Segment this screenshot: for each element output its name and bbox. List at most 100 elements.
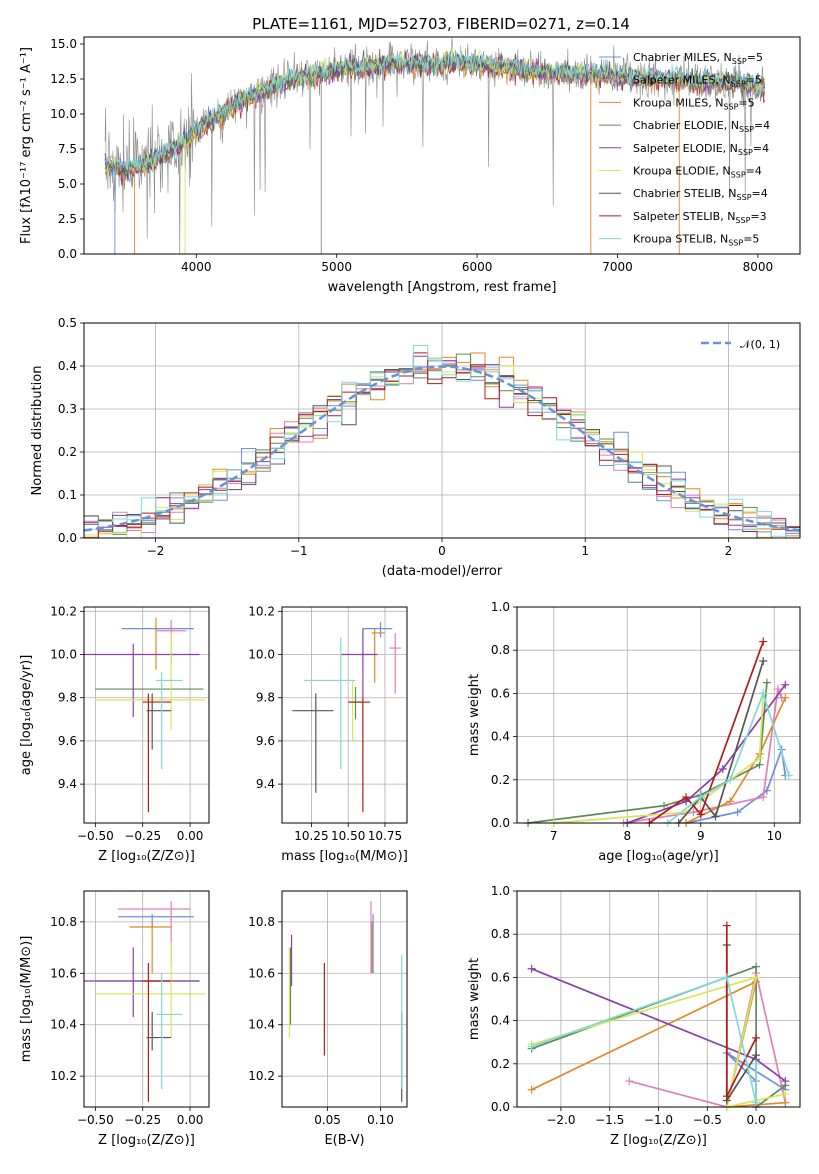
weight-marker — [527, 1085, 536, 1094]
x-tick-label: −0.25 — [124, 1113, 161, 1127]
grid-lines — [282, 607, 407, 823]
y-tick-label: 0.0 — [491, 816, 510, 830]
legend-text: =4 — [753, 142, 769, 155]
weight-line — [627, 684, 786, 824]
z-weight-panel: −2.0 −1.5 −1.0 −0.5 0.0 0.0 0.2 0.4 0.6 0.8 1.0 Z [… — [467, 884, 801, 1148]
x-tick-label: 1 — [581, 544, 589, 558]
weight-marker — [781, 1077, 790, 1086]
legend-entry: Chabrier ELODIE, NSSP=4 — [633, 119, 770, 134]
grid-lines — [517, 606, 800, 824]
y-tick-label: 10.0 — [248, 648, 275, 662]
y-tick-label: 0.1 — [58, 488, 77, 502]
x-tick-label: 0.00 — [177, 829, 204, 843]
plot-area — [524, 637, 793, 827]
y-tick-label: 10.2 — [248, 1069, 275, 1083]
x-tick-label: 7000 — [602, 260, 633, 274]
legend-subscript: SSP — [738, 148, 753, 157]
legend-entry: Salpeter MILES, NSSP=5 — [633, 74, 762, 89]
y-tick-label: 1.0 — [491, 884, 510, 898]
weight-line — [685, 697, 787, 824]
legend-entry: Chabrier MILES, NSSP=5 — [633, 51, 763, 66]
weight-marker — [781, 1090, 790, 1099]
x-tick-label: 8 — [623, 829, 631, 843]
axes-frame — [83, 606, 210, 824]
weight-marker — [781, 1098, 790, 1107]
y-axis-label: mass weight — [467, 958, 482, 1040]
x-tick-label: 8000 — [743, 260, 774, 274]
plot-area — [84, 617, 206, 813]
y-tick-label: 0.2 — [491, 773, 510, 787]
y-tick-label: 10.6 — [248, 966, 275, 980]
legend: Chabrier MILES, NSSP=5 Salpeter MILES, NS… — [599, 51, 770, 248]
y-tick-label: 10.4 — [50, 1018, 77, 1032]
weight-marker — [781, 693, 790, 702]
weight-marker — [759, 657, 768, 665]
x-axis-label: mass [log₁₀(M/M⊙)] — [281, 849, 408, 864]
x-tick-label: −0.5 — [693, 1113, 722, 1127]
y-tick-label: 10.6 — [50, 966, 77, 980]
x-axis-label: E(B-V) — [324, 1133, 364, 1148]
y-tick-label: 0.2 — [58, 445, 77, 459]
y-tick-label: 10.0 — [50, 648, 77, 662]
weight-marker — [752, 962, 761, 971]
ebv-mass-panel: 0.05 0.10 10.2 10.4 10.6 10.8 E(B-V) — [248, 890, 408, 1148]
y-tick-label: 7.5 — [58, 142, 77, 156]
grid-lines — [84, 322, 800, 539]
y-tick-label: 9.8 — [58, 691, 77, 705]
legend-text: =5 — [743, 233, 759, 246]
y-tick-label: 10.8 — [50, 915, 77, 929]
weight-marker — [759, 637, 768, 646]
normal-curve — [83, 365, 801, 532]
legend-text: =5 — [747, 51, 763, 64]
weight-marker — [722, 921, 731, 930]
weight-marker — [696, 793, 705, 802]
y-tick-label: 10.4 — [248, 1018, 275, 1032]
grid-lines — [84, 891, 209, 1107]
x-tick-label: 0 — [438, 544, 446, 558]
weight-marker — [752, 973, 761, 982]
weight-marker — [773, 685, 782, 694]
legend-text: Chabrier STELIB, N — [633, 187, 737, 200]
axes-frame — [516, 606, 801, 824]
y-tick-label: 10.8 — [248, 915, 275, 929]
legend-text: Kroupa STELIB, N — [633, 233, 728, 246]
weight-marker — [752, 1051, 761, 1060]
weight-marker — [722, 1092, 731, 1101]
x-tick-label: −0.50 — [77, 829, 114, 843]
weight-marker — [527, 964, 536, 973]
y-tick-label: 2.5 — [58, 212, 77, 226]
legend-text: =4 — [754, 119, 770, 132]
axes-frame — [83, 322, 801, 539]
y-axis-label: age [log₁₀(age/yr)] — [19, 655, 34, 776]
legend-subscript: SSP — [735, 216, 750, 225]
plot-area — [292, 622, 402, 813]
legend-entry: Salpeter STELIB, NSSP=3 — [633, 210, 767, 225]
legend-subscript: SSP — [728, 239, 743, 248]
age-weight-panel: 7 8 9 10 0.0 0.2 0.4 0.6 0.8 1.0 age [log₁₀(age/yr… — [467, 600, 801, 864]
weight-line — [725, 925, 757, 1097]
y-tick-label: 9.4 — [58, 777, 77, 791]
x-tick-label: 0.00 — [177, 1113, 204, 1127]
x-tick-label: −0.25 — [124, 829, 161, 843]
spectrum-panel: 4000 5000 6000 7000 8000 0.0 2.5 5.0 7.5 10.0 12.5… — [19, 36, 801, 295]
legend-entry: Kroupa ELODIE, NSSP=4 — [633, 165, 762, 180]
legend-text: Salpeter ELODIE, N — [633, 142, 738, 155]
weight-marker — [689, 808, 698, 817]
y-tick-label: 1.0 — [491, 600, 510, 614]
x-tick-label: 0.0 — [747, 1113, 766, 1127]
x-tick-label: 10.25 — [294, 829, 328, 843]
x-tick-label: 10 — [767, 829, 782, 843]
z-mass-panel: −0.50 −0.25 0.00 10.2 10.4 10.6 10.8 Z [log₁₀(Z… — [19, 890, 210, 1148]
weight-marker — [527, 1042, 536, 1051]
weight-marker — [762, 678, 771, 687]
weight-line — [531, 976, 757, 1103]
y-tick-label: 0.8 — [491, 643, 510, 657]
weight-marker — [752, 1059, 761, 1068]
x-axis-label: wavelength [Angstrom, rest frame] — [328, 280, 557, 295]
legend-subscript: SSP — [731, 171, 746, 180]
y-tick-label: 0.2 — [491, 1057, 510, 1071]
weight-marker — [682, 793, 691, 802]
weight-marker — [726, 797, 735, 806]
weight-marker — [660, 801, 669, 810]
